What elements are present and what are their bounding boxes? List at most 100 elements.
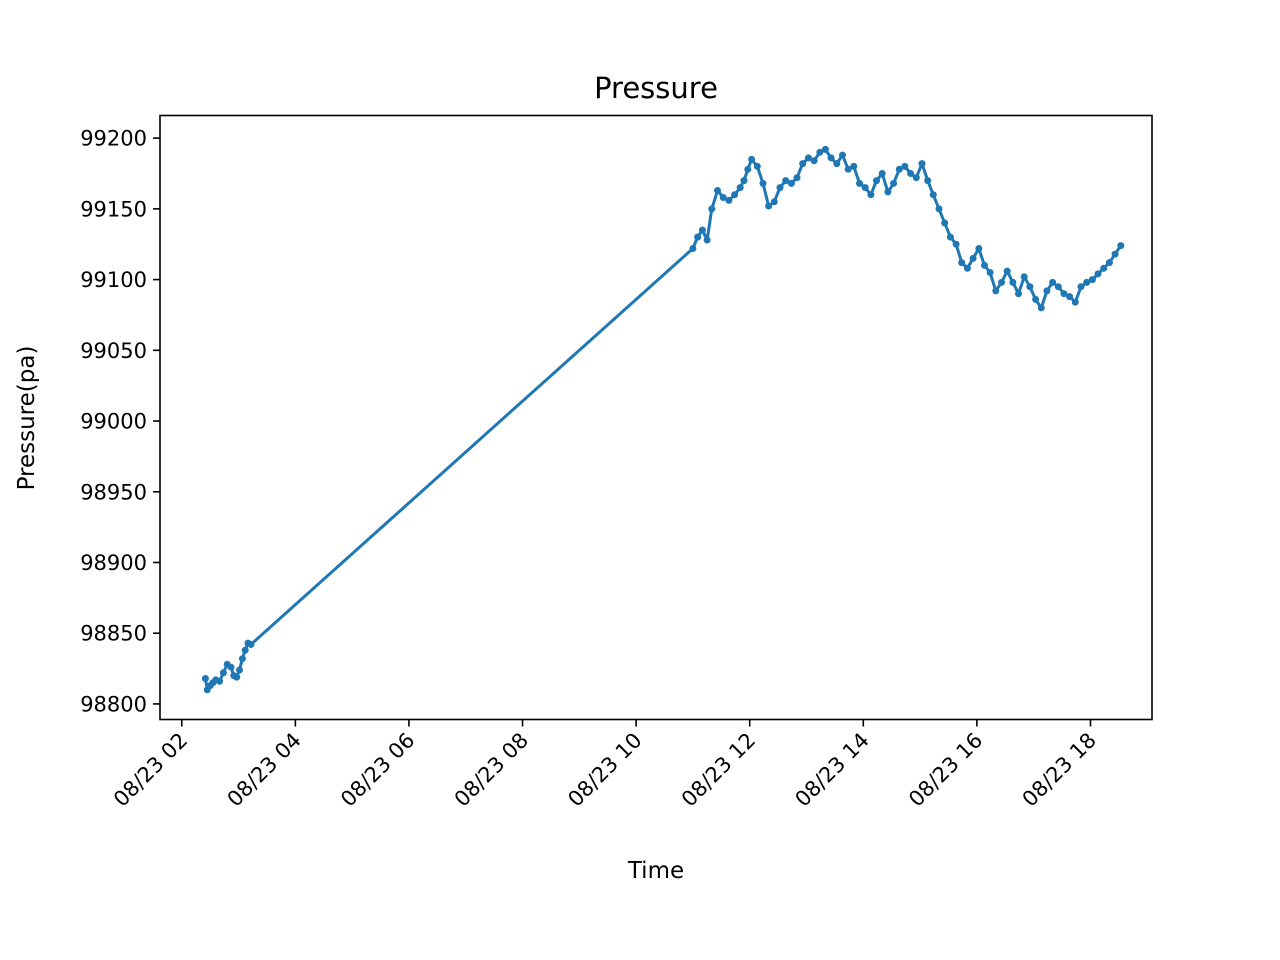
data-point: [227, 663, 235, 671]
data-point: [884, 188, 892, 196]
data-point: [963, 264, 971, 272]
y-tick-label: 99200: [80, 127, 147, 151]
data-point: [975, 245, 983, 252]
data-point: [907, 170, 915, 177]
y-axis-label: Pressure(pa): [14, 346, 40, 491]
data-point: [1032, 295, 1040, 303]
data-point: [793, 174, 801, 182]
data-point: [981, 261, 988, 269]
data-point: [698, 226, 706, 234]
data-point: [890, 179, 898, 187]
series-line: [203, 147, 1123, 692]
data-point: [952, 240, 960, 248]
data-point: [804, 154, 812, 162]
data-point: [850, 162, 858, 170]
data-point: [776, 184, 784, 192]
data-point: [787, 179, 795, 187]
data-point: [986, 269, 994, 276]
y-tick-label: 98800: [80, 692, 147, 716]
data-point: [918, 160, 926, 168]
data-point: [839, 151, 846, 159]
data-point: [1088, 276, 1096, 284]
data-point: [740, 177, 748, 185]
data-point: [238, 655, 246, 663]
data-point: [821, 145, 829, 153]
y-tick-label: 99100: [80, 268, 147, 292]
y-tick-label: 99050: [80, 339, 147, 363]
y-axis: 98800 98850 98900 98950 99000 99050 99100 99150…: [80, 127, 160, 716]
data-point: [1077, 283, 1085, 291]
data-point: [941, 219, 949, 227]
y-tick-label: 99150: [80, 197, 147, 221]
data-point: [1071, 298, 1079, 306]
x-axis-label: Time: [627, 858, 684, 884]
data-point: [744, 165, 752, 173]
data-point: [233, 673, 241, 681]
data-point: [703, 236, 711, 244]
series-layer: [201, 145, 1125, 694]
data-point: [201, 675, 209, 682]
data-point: [878, 170, 886, 177]
data-point: [236, 666, 243, 674]
data-point: [799, 160, 807, 168]
data-point: [708, 205, 716, 213]
data-point: [1105, 259, 1113, 267]
data-point: [770, 198, 778, 206]
data-point: [998, 278, 1005, 286]
data-point: [924, 177, 932, 185]
data-point: [969, 254, 977, 262]
data-point: [1003, 267, 1011, 275]
data-point: [912, 174, 920, 182]
y-tick-label: 98950: [80, 480, 147, 504]
data-point: [867, 191, 875, 199]
data-point: [935, 205, 943, 213]
data-point: [731, 191, 739, 199]
data-point: [1049, 278, 1057, 286]
plot-area: [159, 114, 1153, 721]
data-point: [856, 179, 863, 187]
data-point: [992, 287, 1000, 295]
data-point: [861, 184, 869, 192]
y-tick-label: 98900: [80, 551, 147, 575]
data-point: [247, 641, 255, 648]
data-point: [1083, 278, 1091, 286]
data-point: [810, 157, 818, 165]
data-point: [1043, 287, 1051, 295]
data-point: [748, 155, 756, 163]
data-point: [958, 259, 966, 267]
data-point: [216, 677, 224, 685]
data-point: [694, 233, 702, 241]
data-point: [1020, 273, 1028, 281]
data-point: [827, 154, 835, 162]
data-point: [689, 245, 697, 252]
data-point: [219, 669, 227, 677]
data-point: [895, 165, 903, 173]
y-tick-label: 98850: [80, 622, 147, 646]
data-point: [816, 148, 824, 156]
data-point: [725, 196, 733, 204]
y-tick-label: 99000: [80, 410, 147, 434]
data-point: [753, 162, 761, 170]
data-point: [765, 202, 773, 210]
data-point: [946, 233, 954, 241]
data-point: [241, 646, 249, 654]
data-point: [1117, 242, 1125, 250]
data-point: [736, 184, 744, 192]
data-point: [1066, 293, 1074, 301]
data-point: [1111, 250, 1119, 258]
data-point: [1094, 270, 1102, 278]
data-point: [1015, 290, 1022, 298]
data-point: [901, 162, 909, 170]
data-point: [833, 160, 841, 168]
data-point: [1054, 283, 1062, 291]
data-point: [844, 165, 852, 173]
data-point: [1037, 304, 1045, 312]
data-point: [719, 194, 727, 201]
data-point: [759, 179, 767, 187]
data-point: [1009, 278, 1017, 286]
chart-title: Pressure: [594, 71, 718, 105]
axes-frame: [159, 114, 1153, 721]
data-point: [873, 177, 880, 185]
